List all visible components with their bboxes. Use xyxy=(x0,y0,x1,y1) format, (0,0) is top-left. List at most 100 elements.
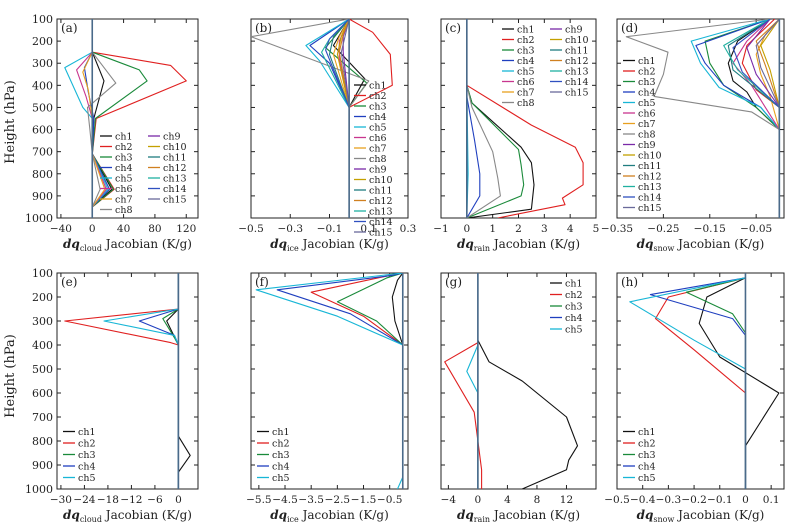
panel-a: 100 200 300 400 500 600 700 800 900 1000−40 0 40 80 1… xyxy=(25,13,199,253)
x-tick-label: −4 xyxy=(441,494,457,506)
y-tick-label: 100 xyxy=(32,267,53,280)
panel-g: −4 0 4 8 12 (g) dqrain Jacobian (K/g) ch1ch2ch3… xyxy=(440,272,597,524)
series-line-ch13 xyxy=(723,19,780,218)
series-line-ch1 xyxy=(477,339,579,489)
legend-label-ch12: ch12 xyxy=(163,163,187,174)
x-tick-label: 5 xyxy=(593,223,600,235)
legend-label-ch1: ch1 xyxy=(272,427,289,438)
series-line-ch3 xyxy=(685,277,747,489)
x-tick-label: 120 xyxy=(176,223,196,235)
x-tick-label: 4 xyxy=(567,223,574,235)
legend-label-ch3: ch3 xyxy=(638,77,655,88)
x-tick-label: 3 xyxy=(541,223,548,235)
series-line-ch5 xyxy=(690,19,780,218)
x-tick-label: 0 xyxy=(475,494,482,506)
y-tick-label: 500 xyxy=(32,363,53,376)
x-tick-label: −0.05 xyxy=(740,223,772,235)
series-line-ch8 xyxy=(251,19,370,108)
series-line-ch15 xyxy=(340,19,350,108)
x-axis-label-sub: cloud xyxy=(80,244,102,253)
legend-label-ch5: ch5 xyxy=(638,98,655,109)
panel-b: −0.5 −0.3 −0.1 0.1 0.3(b)dqice Jacobian (K/g… xyxy=(238,18,416,253)
x-tick-label: 8 xyxy=(534,494,541,506)
plot-frame xyxy=(616,18,785,219)
series-line-ch8 xyxy=(466,85,501,218)
x-axis-label-var: dq xyxy=(270,508,287,522)
x-axis-label: dqcloud Jacobian (K/g) xyxy=(63,237,192,253)
legend-label-ch2: ch2 xyxy=(565,290,582,301)
x-axis-label: dqrain Jacobian (K/g) xyxy=(457,237,580,253)
x-axis-label-var: dq xyxy=(270,237,287,251)
legend-label-ch9: ch9 xyxy=(565,25,582,36)
x-axis-label-var: dq xyxy=(637,508,654,522)
x-tick-label: −0.3 xyxy=(656,494,682,506)
x-tick-label: −6 xyxy=(147,494,163,506)
x-tick-label: −24 xyxy=(73,494,95,506)
legend-label-ch1: ch1 xyxy=(638,427,655,438)
x-axis-label-var: dq xyxy=(637,237,654,251)
series-line-ch7 xyxy=(332,19,350,108)
legend-label-ch3: ch3 xyxy=(638,450,655,461)
legend-label-ch10: ch10 xyxy=(565,35,589,46)
legend-label-ch10: ch10 xyxy=(638,151,662,162)
legend-label-ch2: ch2 xyxy=(638,439,655,450)
panel-label: (e) xyxy=(61,275,77,289)
x-tick-label: −4.5 xyxy=(272,494,298,506)
y-axis-label-bottom: Height (hPa) xyxy=(3,334,18,418)
panel-label: (b) xyxy=(255,21,272,35)
y-tick-label: 900 xyxy=(32,190,53,203)
y-tick-label: 600 xyxy=(32,124,53,137)
x-axis-label-units: Jacobian (K/g) xyxy=(490,508,580,522)
y-tick-label: 700 xyxy=(32,146,53,159)
x-axis-label-sub: ice xyxy=(287,515,299,524)
legend-label-ch7: ch7 xyxy=(638,119,655,130)
x-tick-label: −0.1 xyxy=(707,494,733,506)
x-tick-label: −0.5 xyxy=(377,494,403,506)
y-tick-label: 800 xyxy=(32,435,53,448)
x-axis-label-var: dq xyxy=(457,508,474,522)
legend-label-ch14: ch14 xyxy=(638,193,662,204)
legend-label-ch3: ch3 xyxy=(517,46,534,57)
panel-f: −5.5 −4.5 −3.5 −2.5 −1.5 −0.5 (f) dqice Jacobia… xyxy=(246,272,409,524)
legend-label-ch5: ch5 xyxy=(565,325,582,336)
panel-label: (a) xyxy=(61,21,78,35)
panel-label: (f) xyxy=(255,275,269,289)
legend-label-ch4: ch4 xyxy=(115,163,132,174)
legend-label-ch12: ch12 xyxy=(369,196,393,207)
series-line-ch7 xyxy=(82,19,106,208)
series-line-ch4 xyxy=(695,19,780,218)
panel-label: (d) xyxy=(621,21,638,35)
legend-label-ch8: ch8 xyxy=(115,205,132,216)
series-line-ch3 xyxy=(162,273,179,489)
series-line-ch4 xyxy=(649,277,747,489)
legend-label-ch3: ch3 xyxy=(78,450,95,461)
series-line-ch14 xyxy=(325,19,350,108)
legend-label-ch15: ch15 xyxy=(369,228,393,239)
legend-label-ch5: ch5 xyxy=(115,174,132,185)
x-tick-label: −0.4 xyxy=(630,494,656,506)
x-tick-label: 0 xyxy=(463,223,470,235)
legend-label-ch7: ch7 xyxy=(115,195,132,206)
x-tick-label: −0.25 xyxy=(647,223,679,235)
legend-label-ch9: ch9 xyxy=(369,165,386,176)
x-tick-label: −3.5 xyxy=(298,494,324,506)
x-tick-label: −0.3 xyxy=(278,223,304,235)
series-line-ch4 xyxy=(466,85,481,218)
series-line-ch5 xyxy=(103,273,179,489)
series-line-ch2 xyxy=(444,342,483,489)
x-tick-label: 0 xyxy=(742,494,749,506)
x-tick-label: −0.1 xyxy=(317,223,343,235)
x-tick-label: 12 xyxy=(560,494,573,506)
series-line-ch1 xyxy=(391,273,404,489)
x-tick-label: −0.2 xyxy=(681,494,707,506)
x-axis-label-units: Jacobian (K/g) xyxy=(490,237,580,251)
y-tick-label: 200 xyxy=(32,291,53,304)
legend-label-ch5: ch5 xyxy=(638,473,655,484)
x-axis-label-units: Jacobian (K/g) xyxy=(674,237,764,251)
legend-label-ch11: ch11 xyxy=(638,161,662,172)
x-tick-label: 80 xyxy=(148,223,161,235)
legend-label-ch11: ch11 xyxy=(163,153,187,164)
y-axis-label-top: Height (hPa) xyxy=(3,80,18,164)
